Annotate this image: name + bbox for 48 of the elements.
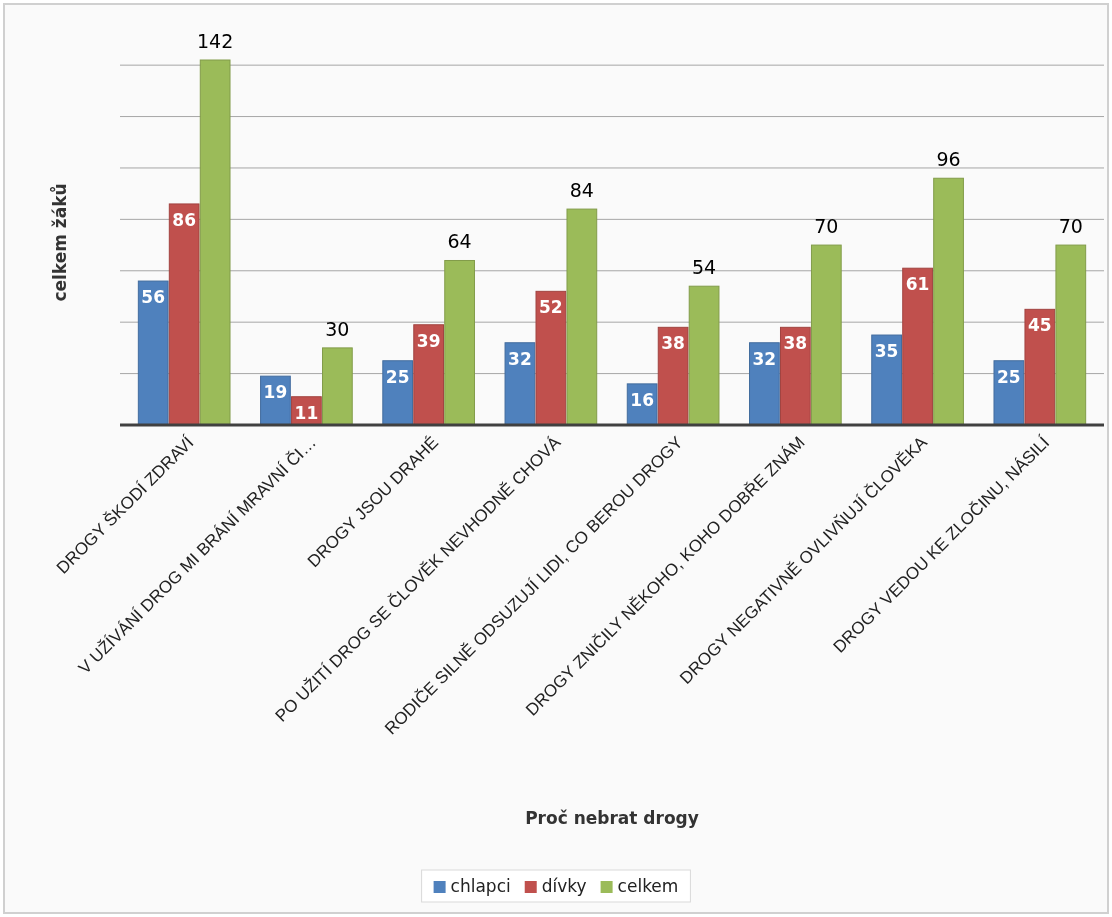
bar [566, 208, 598, 426]
data-label: 30 [325, 317, 350, 340]
data-label: 61 [905, 274, 930, 295]
bar [657, 326, 689, 426]
bar [688, 285, 720, 426]
bar [413, 324, 445, 426]
data-label: 96 [936, 148, 961, 171]
data-label: 25 [385, 366, 410, 387]
data-label: 45 [1027, 315, 1052, 336]
legend-label: chlapci [450, 876, 511, 896]
data-label: 11 [294, 402, 319, 423]
bar [779, 326, 811, 426]
data-label: 32 [508, 348, 532, 369]
data-label: 38 [661, 333, 685, 354]
bar [322, 347, 353, 426]
data-label: 16 [630, 389, 654, 410]
data-label: 64 [447, 230, 472, 253]
data-label: 52 [539, 297, 563, 318]
bar [504, 342, 536, 426]
bar [137, 280, 169, 426]
bar [902, 267, 933, 426]
bar [1055, 244, 1087, 426]
bar [871, 334, 902, 426]
data-label: 142 [197, 30, 234, 52]
bar [199, 59, 231, 426]
data-label: 19 [263, 382, 288, 403]
data-label: 54 [692, 256, 717, 279]
y-axis-title: celkem žáků [49, 183, 70, 302]
data-label: 25 [997, 366, 1021, 387]
data-label: 35 [874, 341, 899, 362]
bar [1024, 308, 1056, 426]
data-label: 70 [814, 215, 839, 238]
bar [810, 244, 842, 426]
legend-label: celkem [617, 876, 679, 896]
bar [444, 259, 475, 426]
data-label: 39 [416, 330, 441, 351]
bar [933, 177, 964, 426]
data-label: 84 [569, 179, 594, 202]
data-label: 32 [752, 348, 777, 369]
data-label: 56 [141, 287, 166, 308]
data-label: 70 [1058, 215, 1083, 238]
x-axis-title: Proč nebrat drogy [525, 808, 699, 828]
bar [535, 290, 567, 426]
data-label: 38 [783, 333, 808, 354]
legend-label: dívky [541, 876, 587, 896]
bar [749, 342, 780, 426]
bar [168, 203, 200, 426]
data-label: 86 [172, 209, 197, 230]
